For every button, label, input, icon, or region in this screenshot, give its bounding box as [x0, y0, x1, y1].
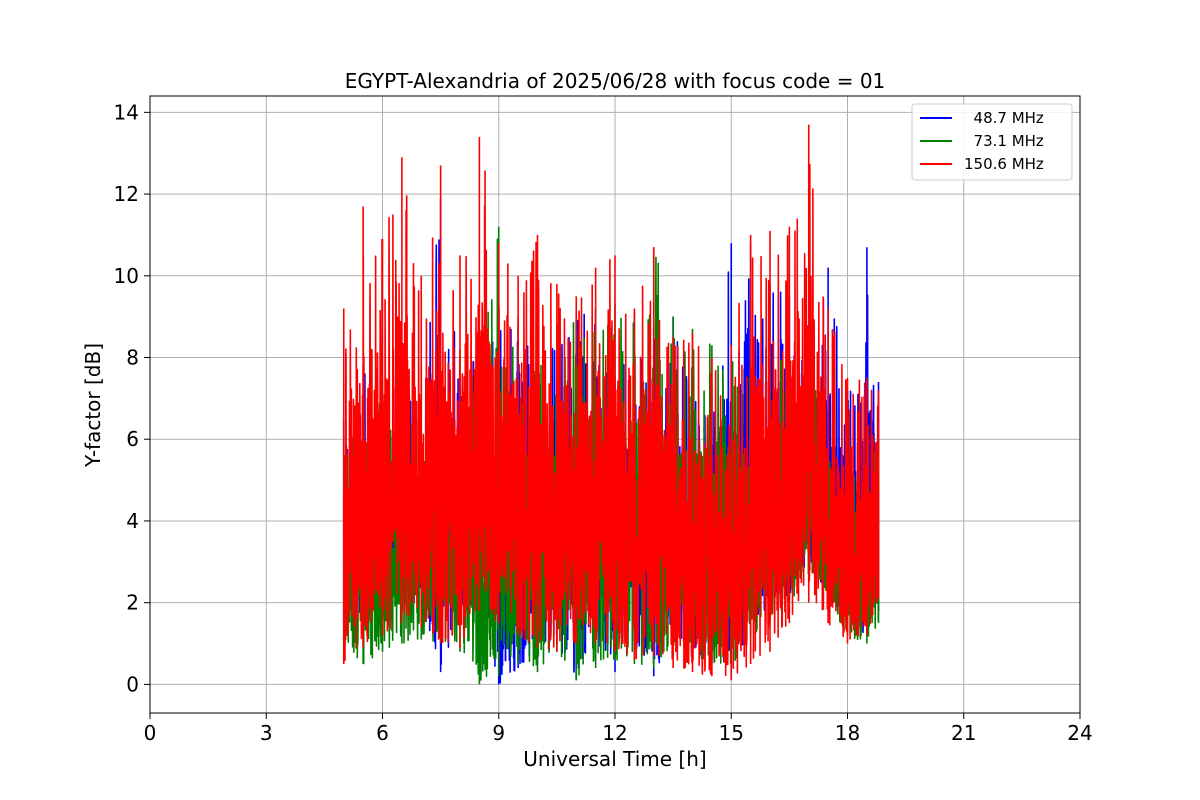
series-line-2 — [342, 124, 880, 681]
y-tick-label: 8 — [126, 346, 139, 370]
x-tick-label: 9 — [492, 721, 505, 745]
x-ticks: 0 3 6 9 12 15 18 21 24 — [144, 713, 1093, 745]
y-tick-label: 4 — [126, 509, 139, 533]
x-tick-label: 3 — [260, 721, 273, 745]
legend: 48.7 MHz 73.1 MHz 150.6 MHz — [911, 103, 1073, 181]
y-tick-label: 6 — [126, 427, 139, 451]
legend-label-150-6: 150.6 MHz — [964, 155, 1044, 173]
x-tick-label: 12 — [602, 721, 627, 745]
x-tick-label: 0 — [144, 721, 157, 745]
y-tick-label: 12 — [114, 182, 139, 206]
legend-frame — [911, 103, 1073, 181]
x-tick-label: 24 — [1067, 721, 1092, 745]
legend-label-73-1: 73.1 MHz — [964, 132, 1044, 150]
x-tick-label: 6 — [376, 721, 389, 745]
x-axis-label: Universal Time [h] — [523, 747, 706, 771]
x-tick-label: 21 — [951, 721, 976, 745]
x-tick-label: 15 — [719, 721, 744, 745]
x-tick-label: 18 — [835, 721, 860, 745]
legend-label-48-7: 48.7 MHz — [964, 109, 1044, 127]
series-layer — [342, 124, 880, 685]
y-axis-label: Y-factor [dB] — [81, 343, 105, 468]
y-tick-label: 14 — [114, 100, 139, 124]
chart-title: EGYPT-Alexandria of 2025/06/28 with focu… — [345, 69, 886, 93]
y-tick-label: 10 — [114, 264, 139, 288]
y-ticks: 0 2 4 6 8 10 12 14 — [114, 100, 150, 696]
y-tick-label: 0 — [126, 672, 139, 696]
y-tick-label: 2 — [126, 591, 139, 615]
